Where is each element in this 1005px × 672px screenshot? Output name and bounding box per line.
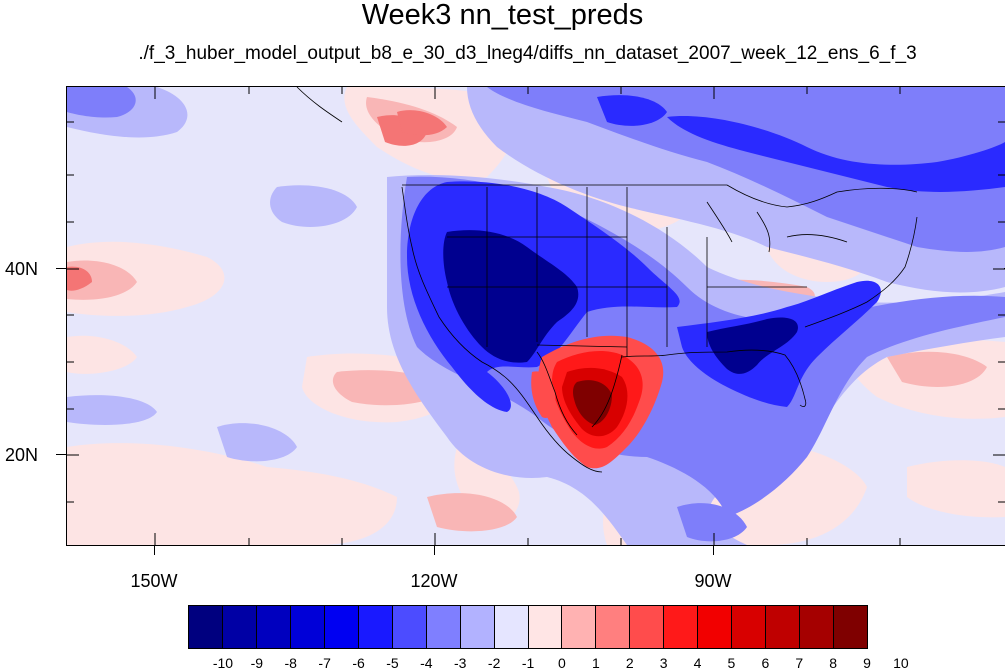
colorbar-box-5 <box>358 606 393 648</box>
colorbar-label: -4 <box>420 655 433 671</box>
plot-title: Week3 nn_test_preds <box>361 0 644 31</box>
lon-label-150w: 150W <box>130 571 178 591</box>
colorbar-label: 1 <box>591 655 600 671</box>
colorbar-box-11 <box>562 606 597 648</box>
colorbar-box-18 <box>800 606 835 648</box>
colorbar-label: -2 <box>487 655 501 671</box>
colorbar-box-2 <box>256 606 291 648</box>
darkest-blue-regions <box>443 230 798 374</box>
colorbar-box-0 <box>189 606 223 648</box>
colorbar-label: -5 <box>386 655 399 671</box>
colorbar-box-6 <box>392 606 427 648</box>
colorbar-box-1 <box>222 606 257 648</box>
plot-subtitle: ./f_3_huber_model_output_b8_e_30_d3_lneg… <box>138 43 917 64</box>
colorbar-box-10 <box>528 606 563 648</box>
colorbar-box-7 <box>426 606 461 648</box>
colorbar-box-9 <box>494 606 529 648</box>
colorbar <box>188 605 868 649</box>
colorbar-label: 2 <box>625 655 634 671</box>
lat-label-20n: 20N <box>4 445 38 465</box>
colorbar-label: -6 <box>352 655 365 671</box>
colorbar-label: -9 <box>250 655 264 671</box>
colorbar-labels: -10 -9 -8 -7 -6 -5 -4 -3 -2 -1 0 1 2 3 4 5 6 7 8 9 10 <box>188 655 909 671</box>
lon-tick-150w <box>154 545 155 555</box>
colorbar-label: 9 <box>863 655 871 671</box>
colorbar-label: 0 <box>558 655 566 671</box>
lat-tick-20n <box>56 454 66 455</box>
colorbar-label: -3 <box>454 655 467 671</box>
contour-map <box>67 87 1005 545</box>
colorbar-box-13 <box>630 606 665 648</box>
colorbar-box-8 <box>460 606 495 648</box>
lat-label-40n: 40N <box>4 259 38 279</box>
map-panel <box>66 86 1005 546</box>
colorbar-box-15 <box>698 606 733 648</box>
colorbar-label: 6 <box>761 655 770 671</box>
colorbar-box-3 <box>290 606 325 648</box>
colorbar-label: 8 <box>829 655 838 671</box>
colorbar-label: 4 <box>693 655 702 671</box>
colorbar-label: -1 <box>521 655 535 671</box>
colorbar-label: 5 <box>727 655 736 671</box>
colorbar-label: -8 <box>284 655 297 671</box>
lon-tick-90w <box>713 545 714 555</box>
lat-tick-40n <box>56 268 66 269</box>
lon-label-90w: 90W <box>694 571 732 591</box>
colorbar-label: 10 <box>893 655 909 671</box>
colorbar-label: 3 <box>659 655 668 671</box>
colorbar-box-19 <box>834 606 868 648</box>
colorbar-box-12 <box>596 606 631 648</box>
colorbar-box-4 <box>324 606 359 648</box>
lon-tick-120w <box>434 545 435 555</box>
colorbar-box-17 <box>766 606 801 648</box>
map-ticks <box>67 87 1005 545</box>
colorbar-label: -7 <box>318 655 331 671</box>
colorbar-label: 7 <box>795 655 804 671</box>
colorbar-label: -10 <box>212 655 234 671</box>
mexico-warm-anomaly <box>531 335 664 469</box>
lon-label-120w: 120W <box>410 571 458 591</box>
colorbar-box-16 <box>732 606 767 648</box>
coastlines <box>296 87 918 473</box>
colorbar-box-14 <box>664 606 699 648</box>
